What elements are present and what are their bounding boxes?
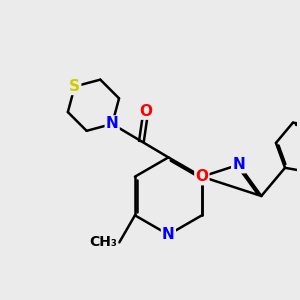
Text: O: O [139, 104, 152, 119]
Text: O: O [195, 169, 208, 184]
Text: N: N [106, 116, 118, 131]
Text: N: N [162, 227, 175, 242]
Text: CH₃: CH₃ [90, 236, 118, 249]
Text: S: S [69, 79, 80, 94]
Text: N: N [232, 157, 245, 172]
